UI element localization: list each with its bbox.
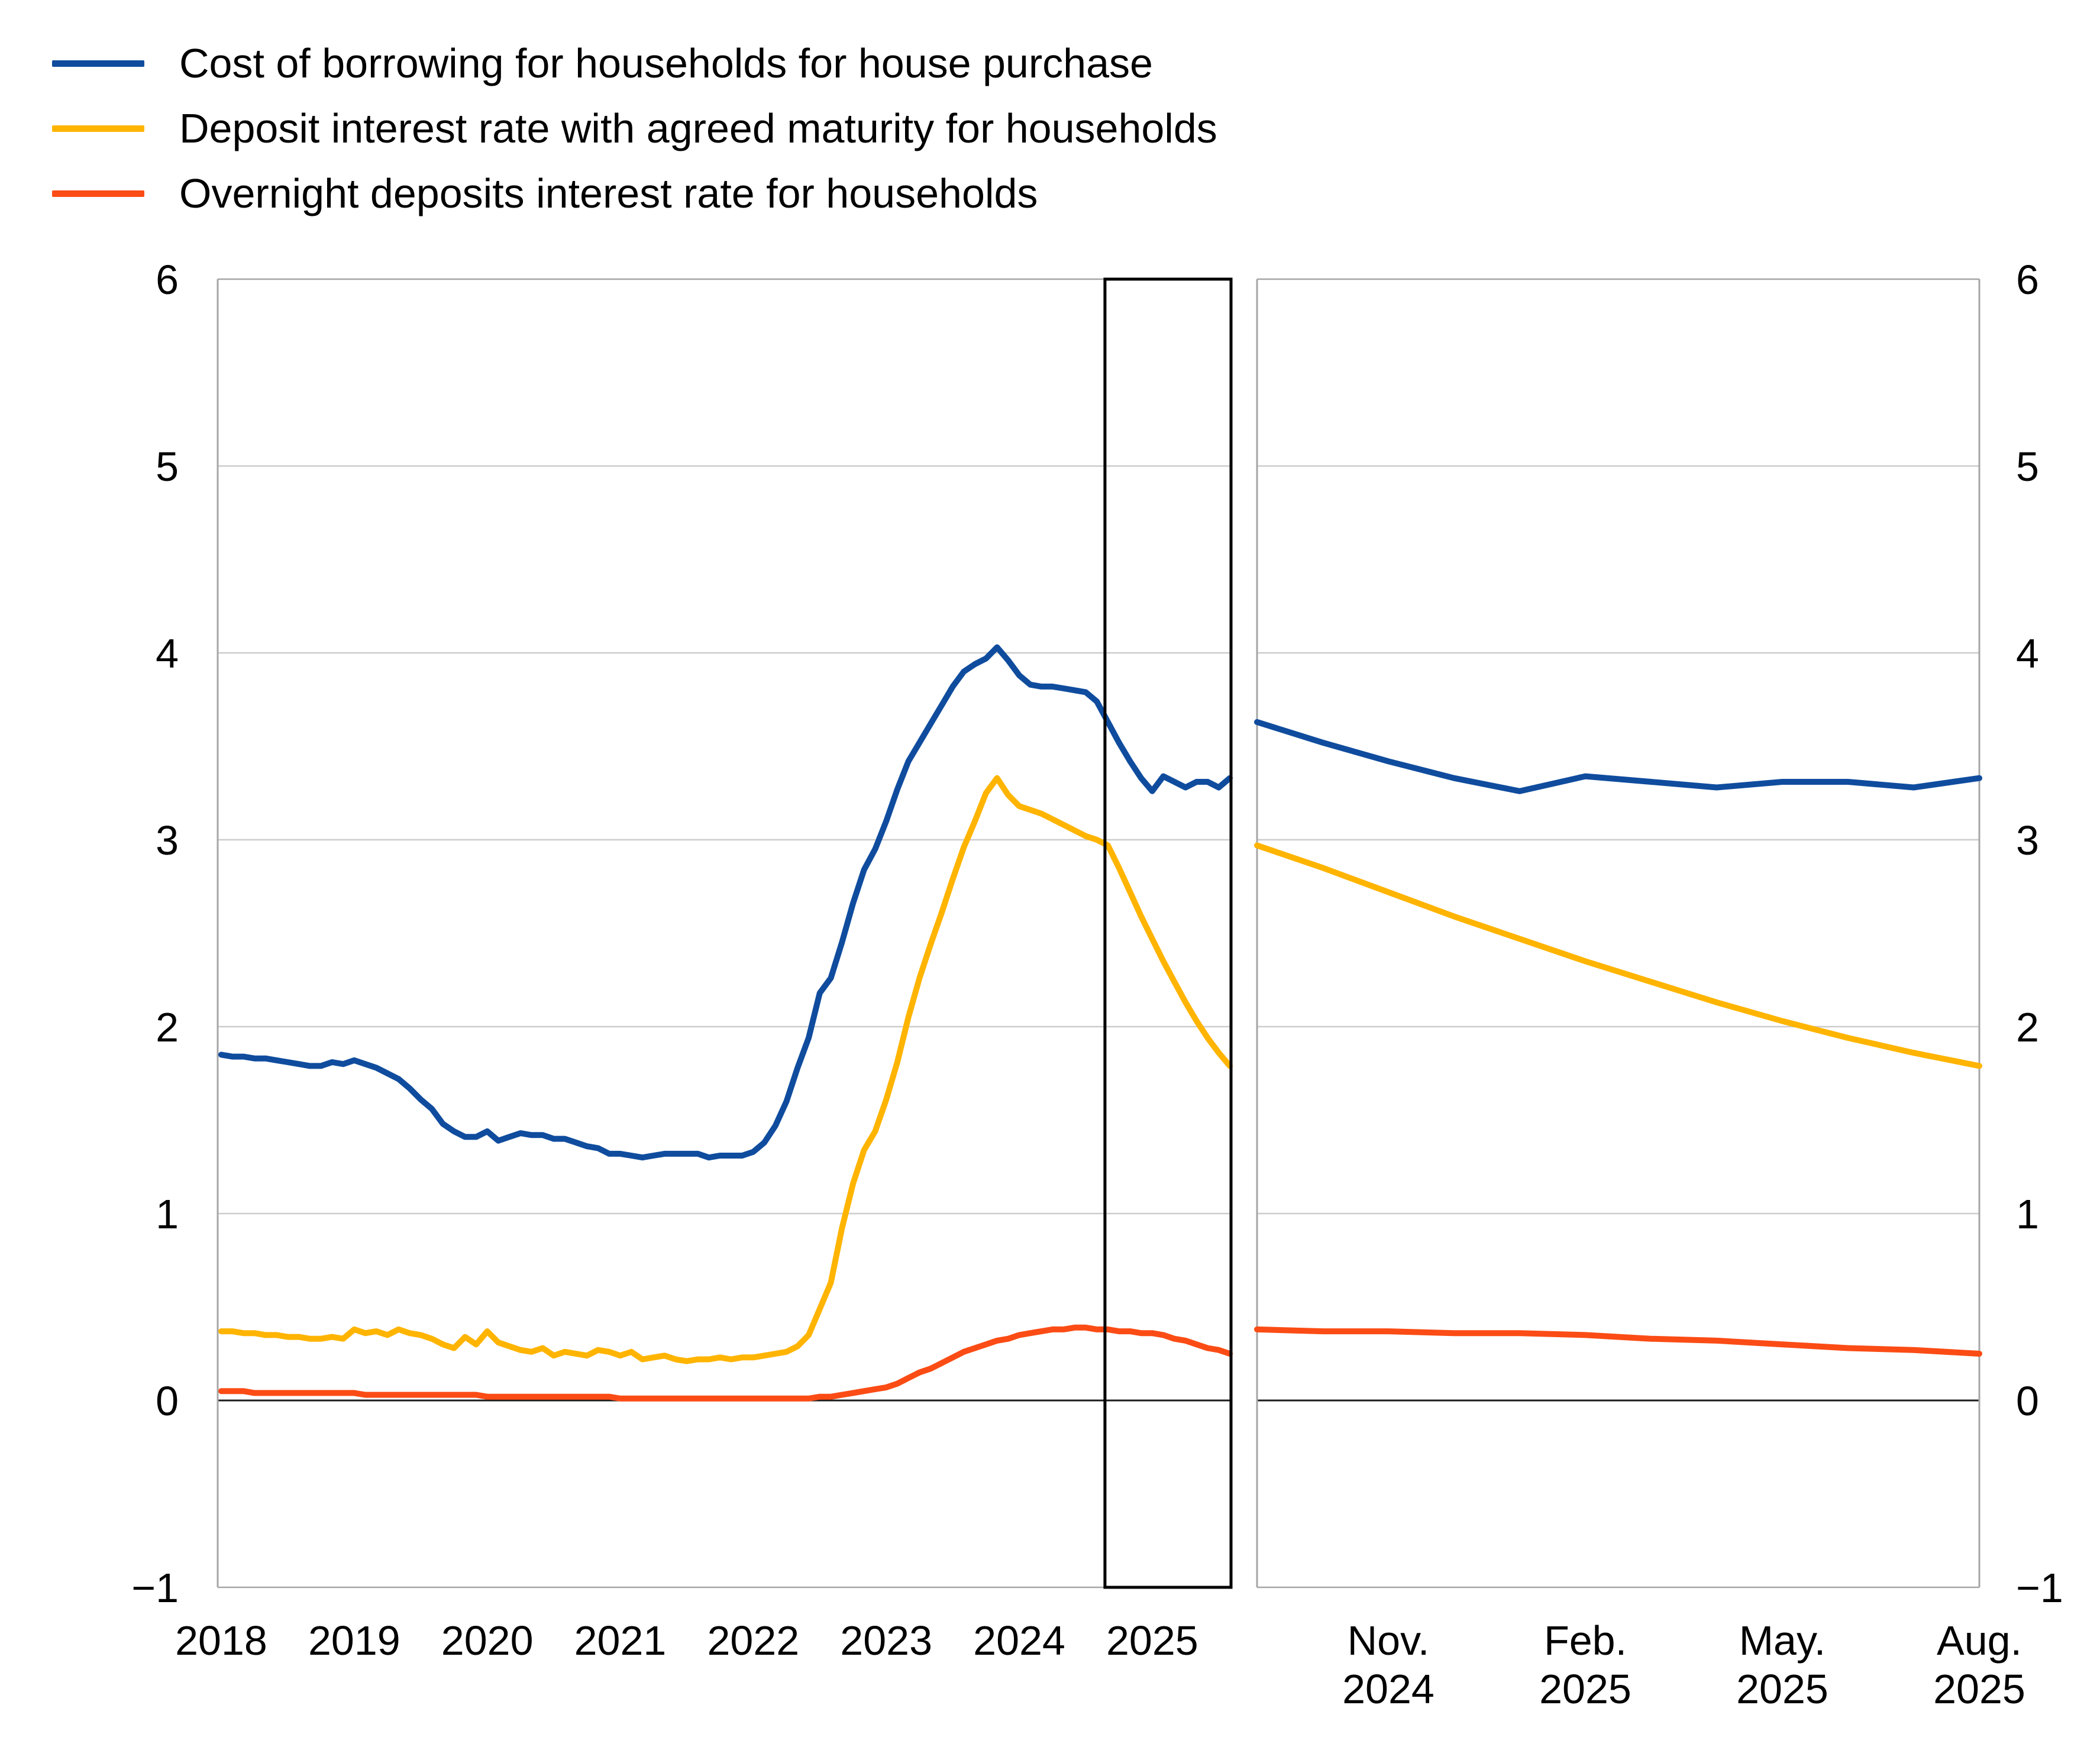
history-y-tick-label-−1: −1 — [131, 1565, 179, 1611]
x-tick-label-Nov.-2024: Nov. — [1348, 1617, 1430, 1664]
x-tick-label-2023: 2023 — [840, 1617, 932, 1664]
legend-item-cost-of-borrowing: Cost of borrowing for households for hou… — [52, 31, 1217, 96]
x-tick-label-Feb.-2025: Feb. — [1544, 1617, 1627, 1664]
x-tick-label-2021: 2021 — [574, 1617, 667, 1664]
legend-line-swatch-blue — [52, 60, 144, 67]
history-series-line — [218, 644, 1233, 1161]
zoom-series-line — [1254, 719, 1982, 794]
x-tick-label-2022: 2022 — [707, 1617, 799, 1664]
x-tick-label-2019: 2019 — [308, 1617, 400, 1664]
history-series-line — [218, 1324, 1233, 1402]
zoom-y-tick-label-−1: −1 — [2016, 1565, 2063, 1611]
x-tick-label-year-2025: 2025 — [1539, 1666, 1631, 1712]
zoom-y-tick-label-5: 5 — [2016, 444, 2039, 490]
history-series-line — [218, 775, 1233, 1364]
x-tick-label-year-2025: 2025 — [1736, 1666, 1828, 1712]
x-tick-label-May.-2025: May. — [1739, 1617, 1826, 1664]
legend-item-deposit-agreed-maturity: Deposit interest rate with agreed maturi… — [52, 96, 1217, 161]
history-y-tick-label-0: 0 — [156, 1378, 179, 1424]
history-y-tick-label-1: 1 — [156, 1191, 179, 1237]
legend-item-label: Overnight deposits interest rate for hou… — [179, 170, 1038, 216]
history-y-tick-label-5: 5 — [156, 444, 179, 490]
history-y-tick-label-4: 4 — [156, 630, 179, 677]
zoom-y-tick-label-3: 3 — [2016, 817, 2039, 863]
x-tick-label-2020: 2020 — [441, 1617, 534, 1664]
x-tick-label-Aug.-2025: Aug. — [1937, 1617, 2022, 1664]
zoom-series-line — [1254, 842, 1982, 1069]
legend-item-label: Deposit interest rate with agreed maturi… — [179, 105, 1217, 151]
history-y-tick-label-3: 3 — [156, 817, 179, 863]
x-tick-label-year-2025: 2025 — [1933, 1666, 2025, 1712]
x-tick-label-2025: 2025 — [1106, 1617, 1198, 1664]
legend-line-swatch-yellow — [52, 125, 144, 132]
zoom-y-tick-label-1: 1 — [2016, 1191, 2039, 1237]
zoom-y-tick-label-4: 4 — [2016, 630, 2039, 677]
zoom-y-tick-label-2: 2 — [2016, 1004, 2039, 1050]
chart-legend: Cost of borrowing for households for hou… — [52, 31, 1217, 226]
x-tick-label-2018: 2018 — [175, 1617, 267, 1664]
zoom-y-tick-label-6: 6 — [2016, 257, 2039, 303]
history-y-tick-label-6: 6 — [156, 257, 179, 303]
zoom-series-line — [1254, 1326, 1982, 1357]
history-y-tick-label-2: 2 — [156, 1004, 179, 1050]
x-tick-label-year-2024: 2024 — [1342, 1666, 1435, 1712]
legend-line-swatch-red — [52, 190, 144, 197]
legend-item-overnight-deposits: Overnight deposits interest rate for hou… — [52, 161, 1217, 226]
zoom-y-tick-label-0: 0 — [2016, 1378, 2039, 1424]
legend-item-label: Cost of borrowing for households for hou… — [179, 40, 1153, 86]
zoom-period-highlight-box — [1103, 277, 1233, 1589]
x-tick-label-2024: 2024 — [973, 1617, 1065, 1664]
